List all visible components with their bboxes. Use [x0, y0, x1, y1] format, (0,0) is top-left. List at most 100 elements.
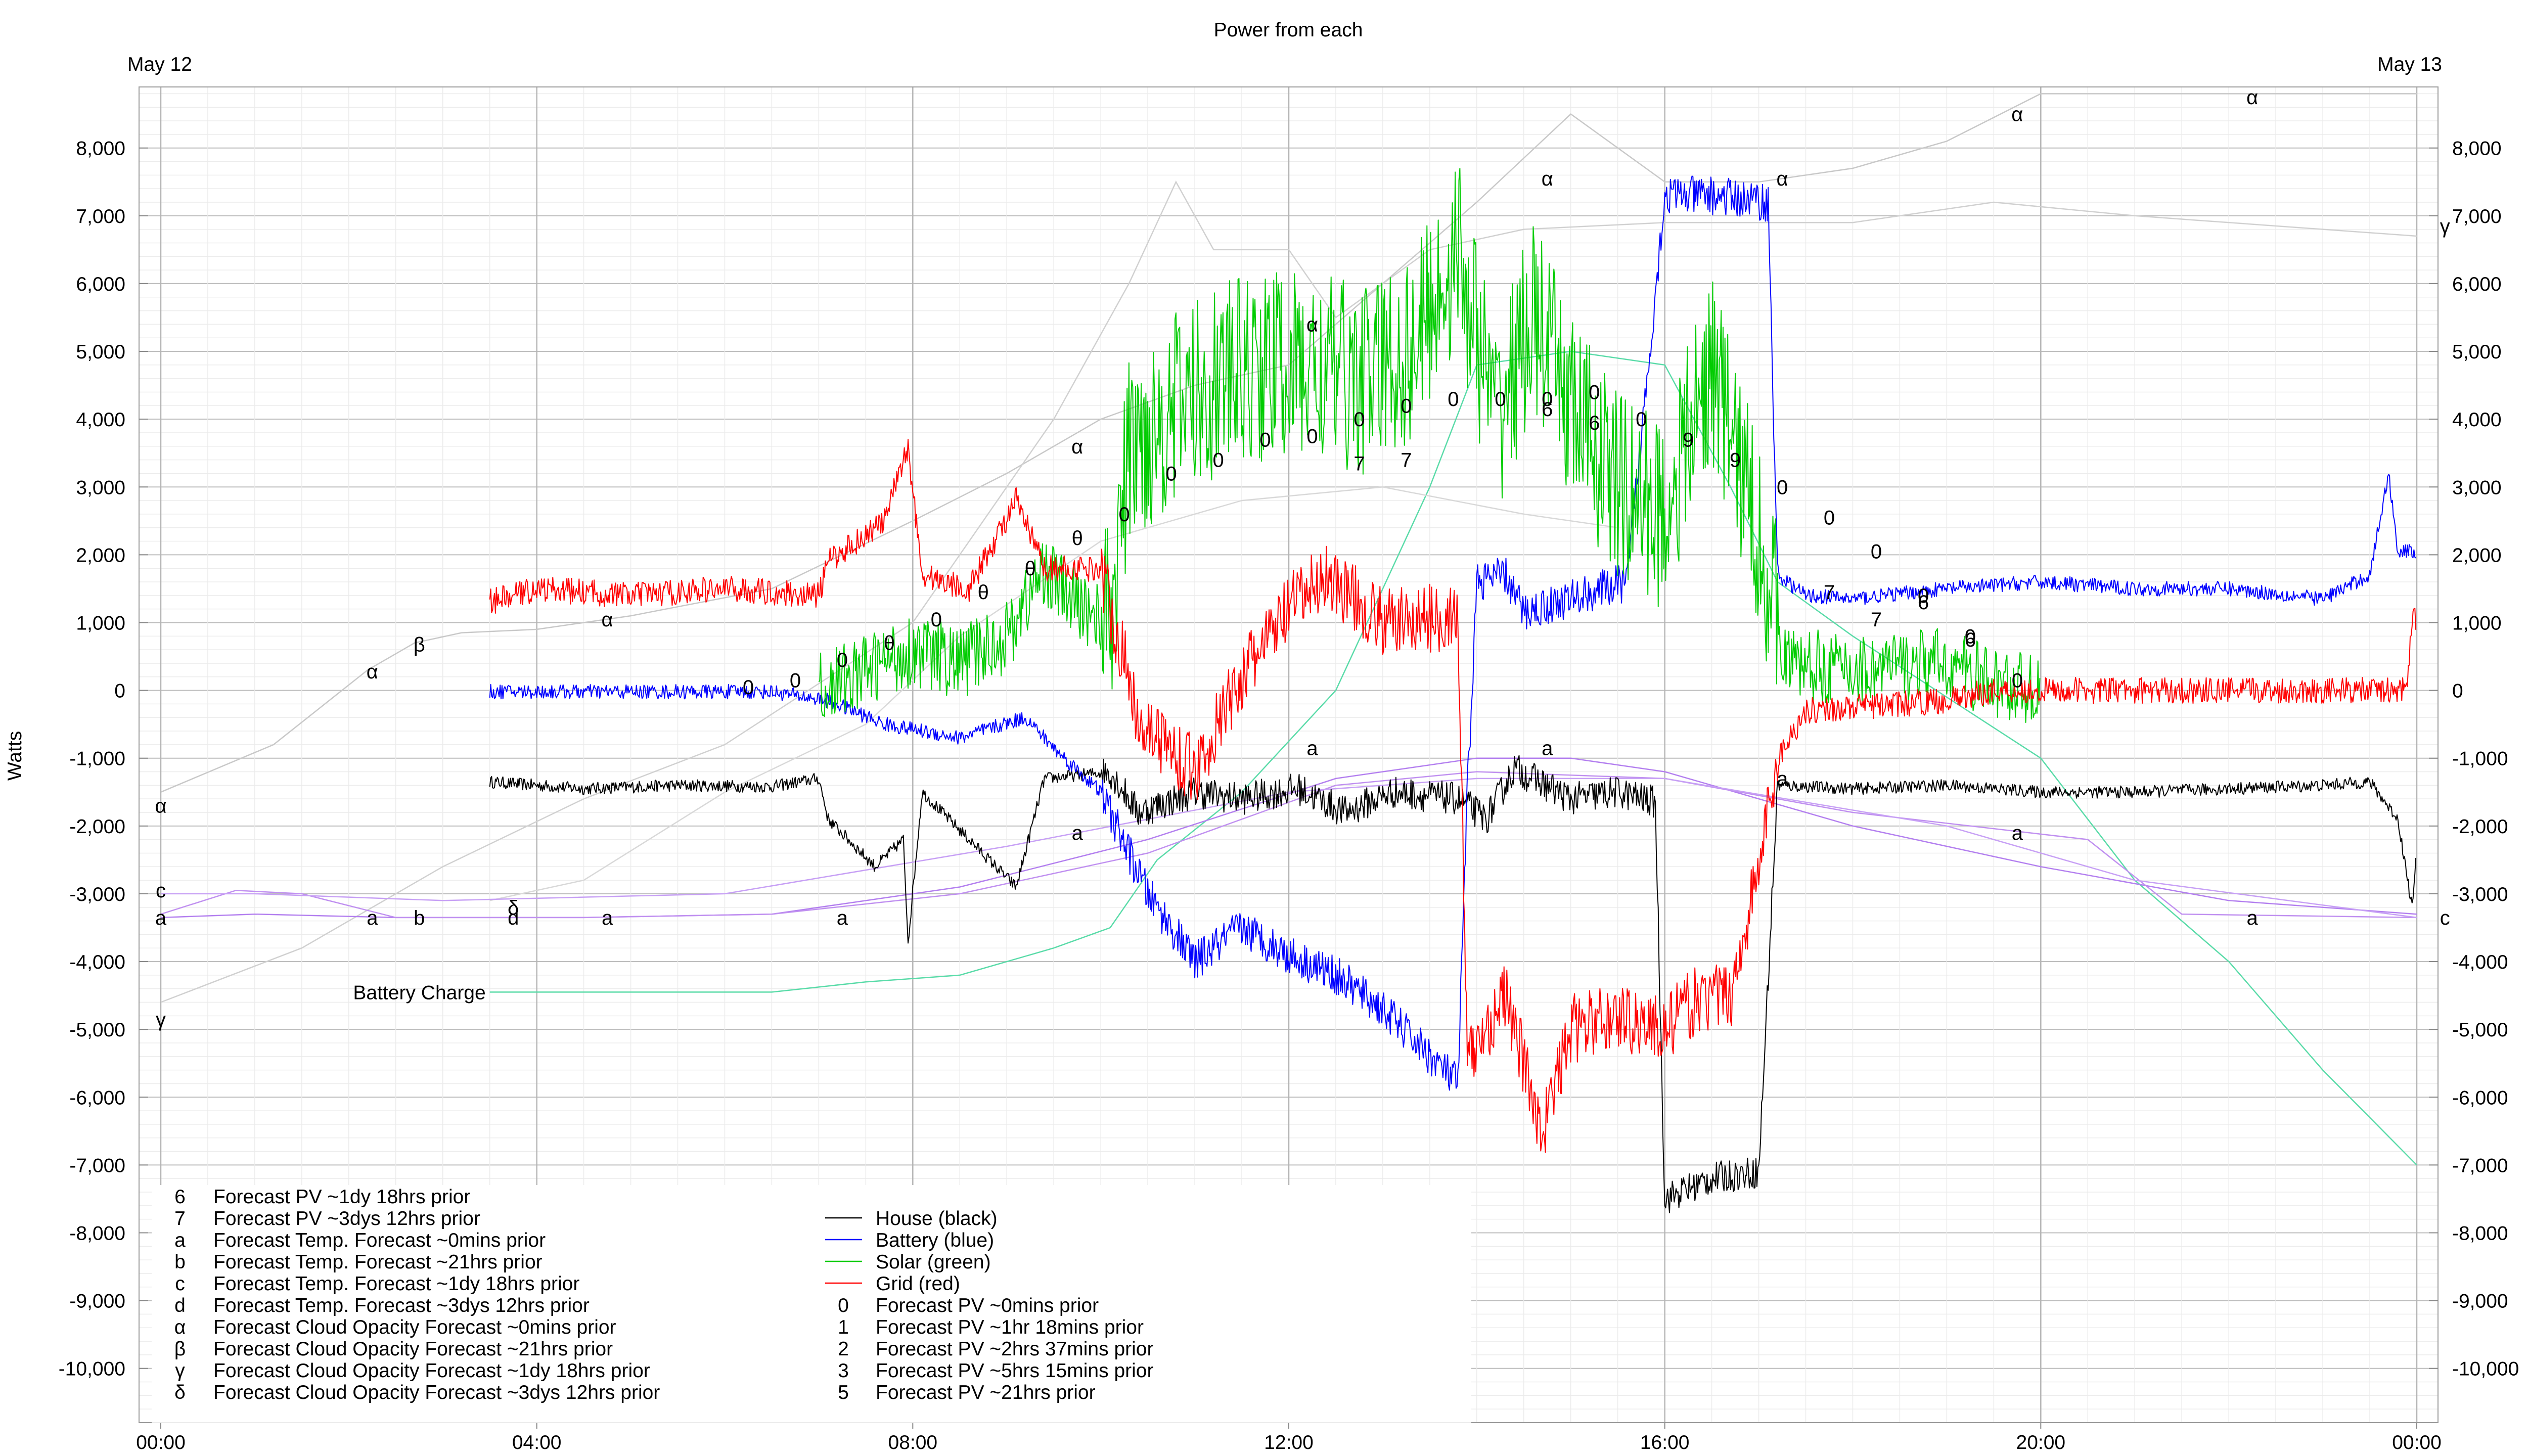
legend-entry: Forecast PV ~21hrs prior [876, 1382, 1096, 1403]
forecast-marker: 0 [2012, 669, 2023, 692]
y-tick-label-right: 4,000 [2452, 409, 2502, 431]
forecast-marker: 0 [1165, 463, 1177, 485]
y-tick-label-left: 2,000 [76, 544, 125, 566]
legend-entry: Forecast PV ~1hr 18mins prior [876, 1316, 1144, 1338]
y-tick-label-left: -1,000 [69, 748, 125, 770]
y-tick-label-right: -4,000 [2452, 951, 2508, 973]
y-tick-label-right: 8,000 [2452, 138, 2502, 160]
forecast-marker: 0 [1542, 388, 1553, 411]
x-tick-label: 12:00 [1264, 1432, 1314, 1453]
x-tick-label: 04:00 [512, 1432, 562, 1453]
forecast-marker: γ [2440, 215, 2450, 238]
forecast-marker: 0 [1918, 585, 1929, 607]
legend-symbol: 6 [174, 1186, 186, 1208]
forecast-marker: 0 [1589, 382, 1600, 404]
forecast-marker: 9 [1683, 429, 1694, 451]
forecast-marker: 0 [1965, 625, 1976, 648]
y-tick-label-left: 3,000 [76, 477, 125, 498]
legend-symbol: 3 [838, 1360, 849, 1382]
forecast-marker: 0 [1495, 388, 1506, 411]
y-tick-label-left: -6,000 [69, 1087, 125, 1109]
forecast-line [160, 771, 2417, 919]
forecast-marker: α [367, 661, 378, 683]
y-tick-label-left: 8,000 [76, 138, 125, 160]
forecast-marker: α [1542, 168, 1553, 190]
forecast-marker: c [156, 880, 166, 902]
forecast-marker: 0 [1448, 388, 1459, 411]
forecast-line [160, 93, 2417, 793]
forecast-marker: 6 [1965, 629, 1976, 651]
legend-symbol: 5 [838, 1382, 849, 1403]
y-axis-right: 8,000 7,000 6,000 5,000 4,000 3,000 2,000 1,000… [2429, 138, 2519, 1380]
legend-symbol: a [174, 1230, 186, 1251]
forecast-marker: b [414, 907, 425, 929]
forecast-marker: 0 [1259, 429, 1271, 451]
legend-entry: Forecast Cloud Opacity Forecast ~3dys 12… [213, 1382, 660, 1403]
forecast-marker: α [1777, 168, 1788, 190]
legend-entry: Forecast PV ~1dy 18hrs prior [213, 1186, 470, 1208]
legend: 6 Forecast PV ~1dy 18hrs prior 7 Forecast P… [174, 1186, 1154, 1403]
legend-entry: Forecast Cloud Opacity Forecast ~21hrs p… [213, 1338, 613, 1360]
x-tick-label: 16:00 [1640, 1432, 1690, 1453]
forecast-marker: 6 [1918, 592, 1929, 614]
forecast-marker: a [2012, 822, 2023, 844]
legend-entry: House (black) [876, 1208, 998, 1230]
forecast-marker: θ [1025, 558, 1036, 580]
forecast-marker: θ [1072, 527, 1083, 550]
forecast-marker: 7 [1401, 449, 1412, 472]
y-tick-label-right: 6,000 [2452, 274, 2502, 295]
forecast-marker: δ [508, 897, 519, 919]
forecast-marker: α [155, 795, 166, 817]
forecast-marker: a [1777, 768, 1788, 790]
battery-charge-annotation: Battery Charge [353, 982, 485, 1004]
legend-symbol: 7 [174, 1208, 186, 1230]
legend-entry: Forecast Temp. Forecast ~1dy 18hrs prior [213, 1273, 579, 1295]
legend-symbol: β [174, 1338, 186, 1360]
forecast-marker: γ [156, 1009, 166, 1031]
forecast-marker: 0 [1777, 476, 1788, 498]
forecast-marker: α [1306, 313, 1318, 336]
legend-symbol: 0 [838, 1295, 849, 1316]
forecast-marker: 6 [1589, 412, 1600, 434]
legend-box [152, 1185, 1471, 1423]
y-tick-label-left: -8,000 [69, 1222, 125, 1244]
forecast-marker: 7 [1871, 609, 1882, 631]
y-tick-label-left: 7,000 [76, 206, 125, 228]
forecast-marker: a [1306, 738, 1318, 760]
legend-entry: Solar (green) [876, 1251, 991, 1273]
forecast-marker: β [414, 633, 425, 656]
y-tick-label-left: 6,000 [76, 274, 125, 295]
y-tick-label-right: -6,000 [2452, 1087, 2508, 1109]
y-tick-label-left: 1,000 [76, 612, 125, 634]
y-tick-label-right: 2,000 [2452, 544, 2502, 566]
forecast-marker: d [508, 907, 519, 929]
forecast-marker: 7 [1824, 581, 1835, 604]
legend-entry: Forecast Temp. Forecast ~3dys 12hrs prio… [213, 1295, 590, 1316]
y-tick-label-right: 3,000 [2452, 477, 2502, 498]
y-tick-label-right: -2,000 [2452, 816, 2508, 838]
series-line [489, 175, 2416, 1091]
legend-entry: Forecast PV ~5hrs 15mins prior [876, 1360, 1153, 1382]
forecast-marker: θ [978, 581, 989, 604]
forecast-marker: 0 [1636, 408, 1647, 431]
forecast-marker: a [1072, 822, 1084, 844]
forecast-marker: a [602, 907, 613, 929]
y-tick-label-left: -2,000 [69, 816, 125, 838]
y-tick-label-right: -7,000 [2452, 1155, 2508, 1176]
legend-entry: Forecast Cloud Opacity Forecast ~1dy 18h… [213, 1360, 650, 1382]
forecast-marker: 9 [1730, 449, 1741, 472]
series-line [818, 168, 2041, 723]
y-tick-label-left: -7,000 [69, 1155, 125, 1176]
x-axis: 00:00 04:00 08:00 12:00 16:00 20:00 00:00 [136, 1423, 2442, 1453]
y-tick-label-left: -10,000 [59, 1358, 125, 1380]
legend-symbol: δ [174, 1382, 186, 1403]
legend-entry: Grid (red) [876, 1273, 960, 1295]
forecast-marker: 0 [743, 676, 754, 699]
chart-title: Power from each [1214, 19, 1363, 41]
legend-entry: Forecast Temp. Forecast ~21hrs prior [213, 1251, 543, 1273]
forecast-marker: α [2011, 104, 2023, 126]
y-tick-label-left: 5,000 [76, 341, 125, 363]
date-label-left: May 12 [127, 54, 192, 75]
x-tick-label: 08:00 [888, 1432, 938, 1453]
